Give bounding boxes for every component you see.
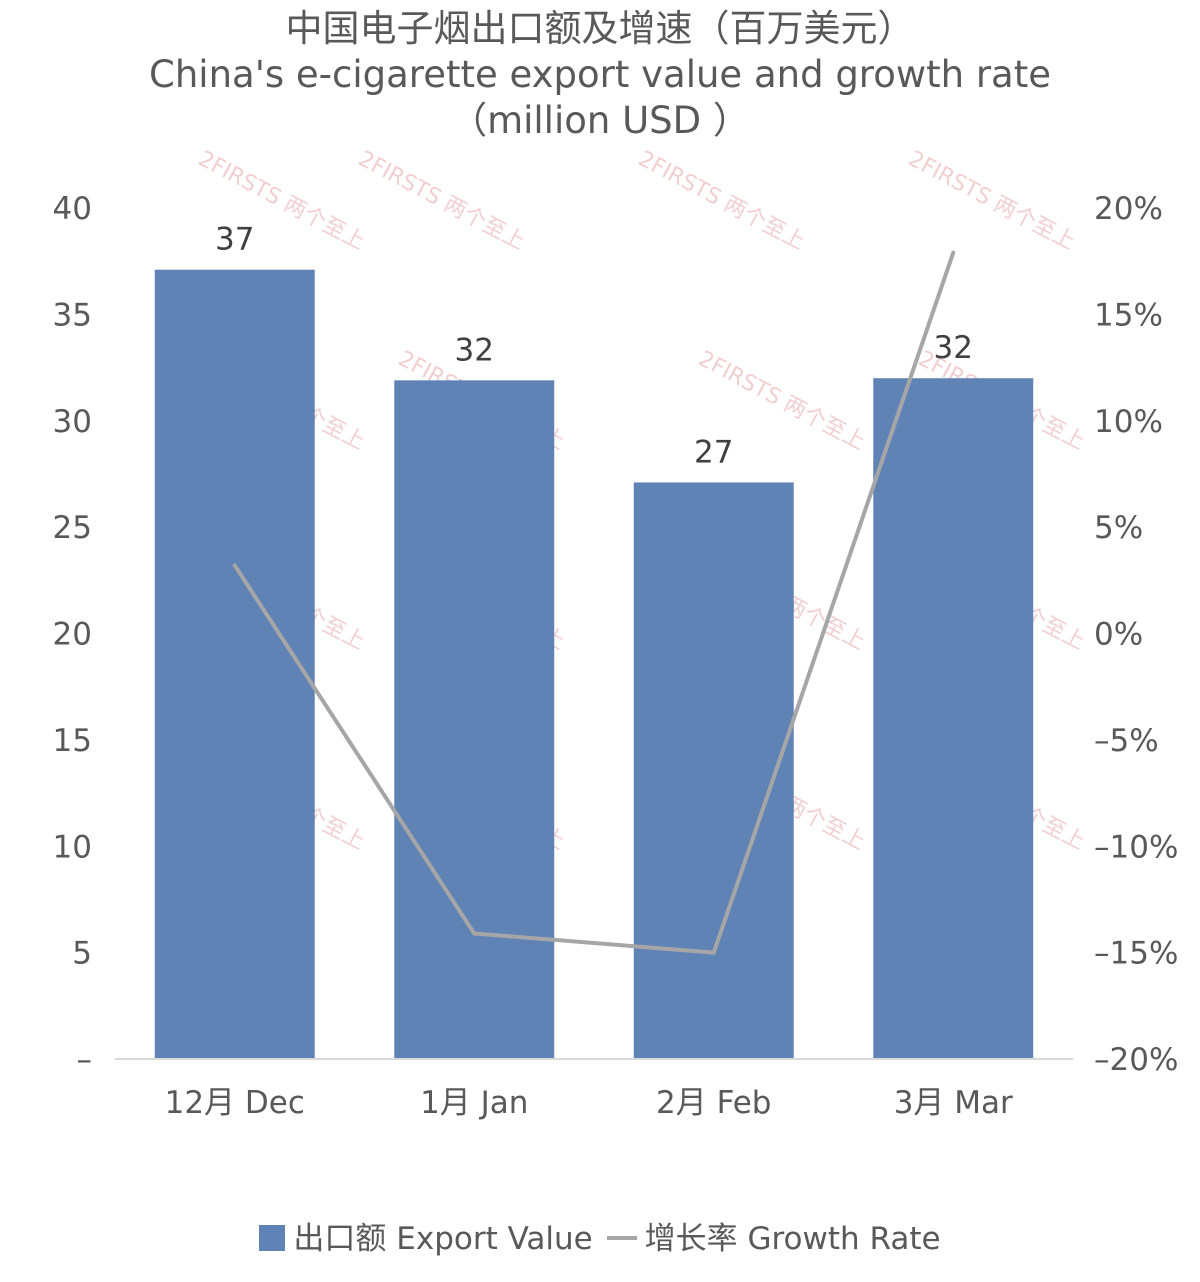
bar	[633, 482, 794, 1059]
y-left-tick-label: 25	[53, 510, 92, 546]
y-right-tick-label: –15%	[1094, 936, 1178, 972]
chart-title: 中国电子烟出口额及增速（百万美元） China's e-cigarette ex…	[0, 6, 1200, 144]
y-right-tick-label: –20%	[1094, 1042, 1178, 1078]
bar-data-label: 27	[694, 434, 733, 470]
y-right-tick-label: 15%	[1094, 297, 1163, 333]
bar	[154, 269, 315, 1059]
chart-title-zh: 中国电子烟出口额及增速（百万美元）	[285, 7, 915, 50]
y-right-tick-label: –5%	[1094, 723, 1159, 759]
bar	[873, 378, 1034, 1059]
x-tick-label: 12月 Dec	[165, 1085, 305, 1121]
watermark-text: 2FIRSTS 两个至上	[354, 146, 529, 255]
y-right-tick-label: 5%	[1094, 510, 1143, 546]
bar-series	[154, 269, 1034, 1059]
legend-bar-label: 出口额 Export Value	[293, 1220, 593, 1257]
y-axis-right: –20% –15% –10% –5% 0% 5% 10% 15% 20%	[1094, 191, 1178, 1078]
y-right-tick-label: 10%	[1094, 404, 1163, 440]
x-tick-label: 2月 Feb	[656, 1085, 771, 1121]
legend-bar-swatch	[259, 1225, 286, 1251]
y-left-tick-label: 35	[53, 297, 92, 333]
growth-rate-point	[232, 563, 237, 568]
chart-title-unit: （million USD ）	[450, 99, 750, 142]
legend-line-swatch	[606, 1236, 637, 1240]
y-right-tick-label: 20%	[1094, 191, 1163, 227]
bar-data-labels: 37 32 27 32	[215, 222, 973, 471]
y-left-tick-label: 30	[53, 404, 92, 440]
legend-item-export-value: 出口额 Export Value	[259, 1214, 593, 1264]
bar-data-label: 32	[934, 330, 973, 366]
x-tick-label: 3月 Mar	[894, 1085, 1013, 1121]
y-left-tick-label: 15	[53, 723, 92, 759]
y-axis-left: – 5 10 15 20 25 30 35 40	[53, 191, 92, 1078]
chart-legend: 出口额 Export Value 增长率 Growth Rate	[0, 1212, 1200, 1264]
growth-line-series	[232, 250, 956, 955]
y-left-tick-label: 20	[53, 617, 92, 653]
y-right-tick-label: –10%	[1094, 829, 1178, 865]
growth-rate-line	[233, 252, 956, 955]
y-left-tick-label: 5	[72, 936, 92, 972]
watermark-text: 2FIRSTS 两个至上	[904, 146, 1079, 255]
x-axis-labels: 12月 Dec 1月 Jan 2月 Feb 3月 Mar	[165, 1085, 1013, 1121]
watermark-text: 2FIRSTS 两个至上	[634, 146, 809, 255]
growth-rate-point	[951, 250, 956, 255]
chart-title-en: China's e-cigarette export value and gro…	[149, 53, 1051, 96]
y-left-tick-label: 40	[53, 191, 92, 227]
bar-data-label: 32	[455, 332, 494, 368]
legend-item-growth-rate: 增长率 Growth Rate	[603, 1214, 941, 1264]
x-tick-label: 1月 Jan	[420, 1085, 528, 1121]
bar-data-label: 37	[215, 222, 254, 258]
y-right-tick-label: 0%	[1094, 617, 1143, 653]
growth-rate-point	[472, 931, 477, 936]
y-left-tick-label: –	[77, 1042, 93, 1078]
bar	[394, 380, 555, 1059]
legend-line-label: 增长率 Growth Rate	[644, 1220, 941, 1257]
y-left-tick-label: 10	[53, 829, 92, 865]
growth-rate-point	[711, 950, 716, 955]
